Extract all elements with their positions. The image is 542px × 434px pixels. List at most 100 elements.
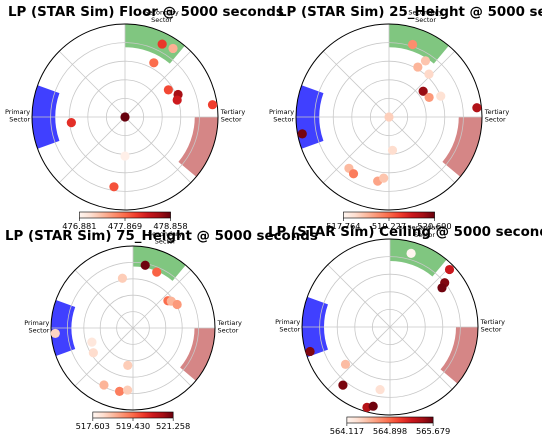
- data-point: [297, 129, 307, 139]
- data-point: [109, 182, 119, 192]
- data-point: [424, 69, 434, 79]
- data-point: [120, 112, 130, 122]
- grid-spoke: [74, 327, 134, 387]
- sector-secondary: [133, 246, 186, 281]
- polar-frame: [301, 238, 479, 416]
- data-point: [172, 299, 182, 310]
- sector-label: Tertiary: [216, 319, 242, 327]
- data-point: [117, 273, 128, 283]
- polar-panel-1: PrimarySectorSecondarySectorTertiarySect…: [5, 8, 245, 231]
- data-point: [418, 86, 428, 96]
- sector-label: Sector: [28, 327, 49, 335]
- sector-tertiary: [180, 328, 216, 381]
- data-point: [340, 359, 351, 369]
- sector-label: Sector: [9, 116, 30, 124]
- data-point: [149, 58, 159, 68]
- colorbar-tick-label: 564.898: [373, 426, 407, 434]
- data-point: [157, 39, 167, 49]
- data-point: [384, 112, 394, 122]
- colorbar-tick-label: 521.258: [156, 421, 190, 431]
- data-point: [420, 56, 431, 66]
- sector-label: Sector: [485, 116, 506, 124]
- colorbar-tick-label: 519.227: [372, 221, 406, 231]
- data-point: [99, 380, 109, 390]
- data-point: [436, 91, 446, 101]
- sector-label: Primary: [24, 319, 49, 327]
- data-point: [122, 385, 133, 395]
- colorbar-tick-label: 519.430: [116, 421, 150, 431]
- sector-label: Tertiary: [480, 318, 506, 326]
- colorbar: [92, 411, 174, 419]
- grid-spoke: [124, 116, 192, 184]
- colorbar-tick-label: 477.869: [108, 221, 142, 231]
- data-point: [444, 264, 455, 275]
- data-point: [424, 92, 434, 103]
- data-point: [123, 360, 133, 370]
- data-point: [163, 85, 173, 95]
- colorbar-tick-label: 517.603: [76, 421, 110, 431]
- data-point: [375, 384, 385, 395]
- polar-panel-4: PrimarySectorSecondarySectorTertiarySect…: [275, 223, 505, 434]
- sector-secondary: [125, 24, 185, 64]
- sector-label: Secondary: [407, 223, 442, 231]
- colorbar-tick-label: 564.117: [330, 426, 364, 434]
- sector-secondary: [389, 24, 449, 64]
- data-point: [140, 260, 150, 270]
- polar-frame: [295, 23, 483, 211]
- colorbar-tick-label: 565.679: [416, 426, 450, 434]
- data-point: [172, 95, 182, 105]
- data-point: [406, 248, 416, 259]
- sector-label: Primary: [5, 108, 30, 116]
- sector-label: Sector: [481, 326, 502, 334]
- data-point: [114, 386, 125, 396]
- grid-spoke: [327, 264, 391, 328]
- colorbar-tick-label: 517.764: [326, 221, 360, 231]
- sector-label: Sector: [414, 231, 435, 239]
- title-25-height: LP (STAR Sim) 25_Height @ 5000 seconds: [278, 5, 542, 20]
- sector-label: Primary: [269, 108, 294, 116]
- grid-spoke: [388, 50, 456, 118]
- grid-spoke: [58, 116, 126, 184]
- grid-spoke: [389, 264, 453, 328]
- data-point: [472, 103, 482, 113]
- polar-frame: [50, 245, 216, 411]
- grid-spoke: [74, 269, 134, 329]
- sector-label: Secondary: [408, 8, 443, 16]
- grid-spoke: [58, 50, 126, 118]
- sector-label: Sector: [221, 116, 242, 124]
- data-point: [87, 337, 97, 347]
- data-point: [437, 283, 447, 293]
- data-point: [379, 173, 389, 183]
- grid-spoke: [124, 50, 192, 118]
- sector-label: Tertiary: [220, 108, 246, 116]
- grid-spoke: [322, 116, 390, 184]
- grid-spoke: [132, 327, 192, 387]
- grid-spoke: [388, 116, 456, 184]
- title-floor: LP (STAR Sim) Floor @ 5000 seconds: [8, 5, 284, 20]
- grid-spoke: [389, 326, 453, 390]
- data-point: [168, 43, 178, 54]
- sector-label: Sector: [151, 16, 172, 24]
- sector-tertiary: [442, 117, 482, 177]
- data-point: [207, 100, 218, 110]
- sector-tertiary: [178, 117, 218, 177]
- sector-label: Sector: [279, 326, 300, 334]
- sector-label: Tertiary: [484, 108, 510, 116]
- title-75-height: LP (STAR Sim) 75_Height @ 5000 seconds: [5, 229, 318, 244]
- data-point: [413, 62, 423, 72]
- colorbar-tick-label: 476.881: [62, 221, 96, 231]
- polar-panel-3: PrimarySectorSecondarySectorTertiarySect…: [24, 230, 242, 431]
- colorbar: [346, 416, 434, 424]
- data-point: [368, 401, 378, 411]
- grid-spoke: [322, 50, 390, 118]
- polar-frame: [31, 23, 219, 211]
- data-point: [348, 169, 359, 179]
- colorbar: [79, 211, 171, 219]
- grid-spoke: [327, 326, 391, 390]
- data-point: [120, 151, 130, 161]
- colorbar-tick-label: 478.858: [153, 221, 187, 231]
- data-point: [338, 380, 348, 390]
- data-point: [387, 145, 398, 155]
- data-point: [305, 346, 315, 357]
